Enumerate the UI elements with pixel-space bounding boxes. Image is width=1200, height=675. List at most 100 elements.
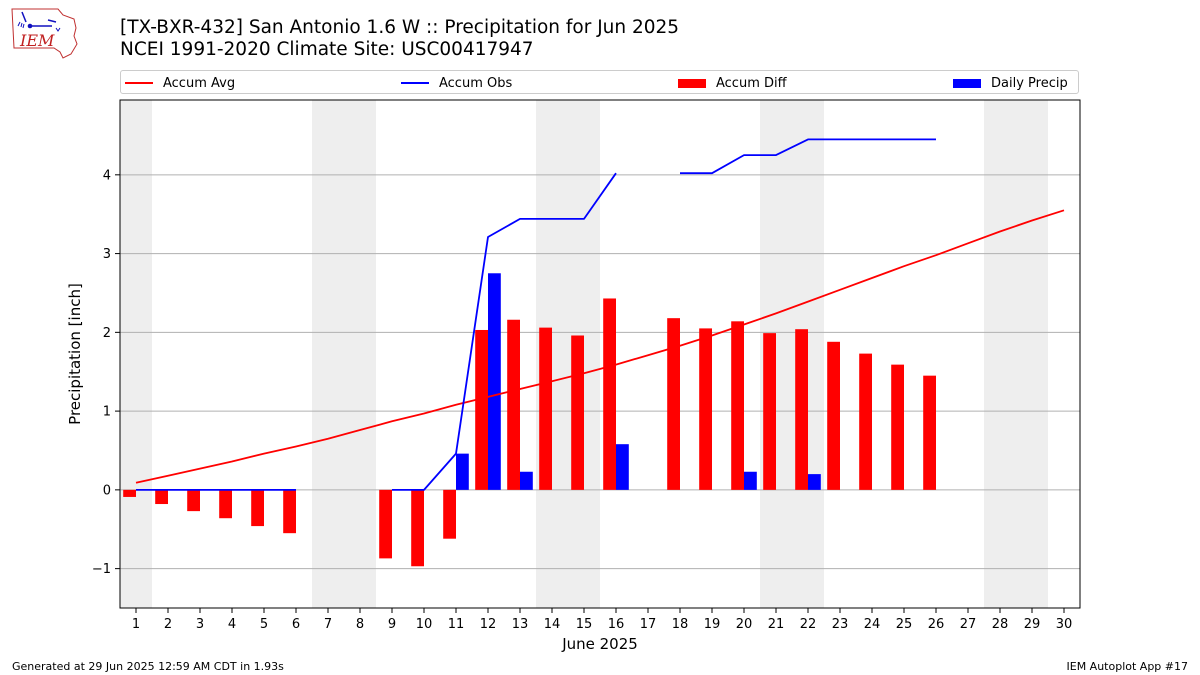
accum-diff-bar-day-22: [795, 329, 808, 490]
accum-diff-bar-day-25: [891, 364, 904, 490]
accum-diff-bar-day-15: [571, 335, 584, 490]
x-tick-label-day-13: 13: [512, 617, 529, 632]
legend-label-accum-obs: Accum Obs: [439, 75, 513, 91]
y-axis-label: Precipitation [inch]: [66, 283, 84, 425]
logo-text: IEM: [19, 31, 55, 50]
legend-label-daily-precip: Daily Precip: [991, 75, 1068, 91]
accum-diff-bar-day-9: [379, 489, 392, 559]
x-tick-label-day-27: 27: [960, 617, 977, 632]
x-tick-label-day-28: 28: [992, 617, 1009, 632]
accum-obs-line-segment-2: [392, 172, 617, 491]
x-tick-label-day-5: 5: [260, 617, 268, 632]
iem-logo: IEM: [11, 8, 78, 59]
daily-precip-bar-day-11: [456, 453, 469, 490]
x-axis-label: June 2025: [561, 635, 638, 653]
x-tick-label-day-2: 2: [164, 617, 172, 632]
daily-precip-bar-day-13: [520, 471, 533, 490]
y-tick-label-0: 0: [103, 483, 111, 498]
accum-diff-bar-day-14: [539, 327, 552, 490]
y-tick-label-2: 2: [103, 326, 111, 341]
daily-precip-bar-day-12: [488, 273, 501, 490]
legend-swatch-daily-precip: [953, 78, 981, 88]
y-tick-label--1: −1: [92, 562, 111, 577]
chart-title: [TX-BXR-432] San Antonio 1.6 W :: Precip…: [120, 17, 680, 38]
accum-diff-bar-day-10: [411, 489, 424, 567]
accum-diff-bar-day-2: [155, 489, 168, 505]
accum-diff-bar-day-13: [507, 319, 520, 490]
x-tick-label-day-15: 15: [576, 617, 593, 632]
accum-obs-line-segment-3: [680, 138, 936, 175]
accum-diff-bar-day-1: [123, 489, 136, 497]
footer-app-id: IEM Autoplot App #17: [1066, 660, 1189, 673]
x-tick-label-day-11: 11: [448, 617, 465, 632]
legend-swatch-accum-diff: [678, 78, 706, 88]
x-ticks: 1 2 3 4 5 6 7 8 9 10 11 12 13 14 15 16 17 18 19 20 21 22 23 24 2…: [132, 608, 1072, 632]
weekend-band-day-28: [984, 100, 1016, 608]
x-tick-label-day-25: 25: [896, 617, 913, 632]
x-tick-label-day-30: 30: [1056, 617, 1073, 632]
weekend-band-day-29: [1016, 100, 1048, 608]
x-tick-label-day-10: 10: [416, 617, 433, 632]
accum-diff-bar-day-26: [923, 375, 936, 490]
legend-swatch-accum-avg: [125, 82, 153, 84]
x-tick-label-day-12: 12: [480, 617, 497, 632]
accum-diff-bar-day-5: [251, 489, 264, 527]
x-tick-label-day-26: 26: [928, 617, 945, 632]
accum-diff-bar-day-19: [699, 328, 712, 490]
x-tick-label-day-14: 14: [544, 617, 561, 632]
x-tick-label-day-22: 22: [800, 617, 817, 632]
daily-precip-bar-day-22: [808, 474, 821, 490]
legend-item-accum-diff: Accum Diff: [678, 71, 787, 95]
plot-frame: [119, 99, 1081, 609]
legend-label-accum-avg: Accum Avg: [163, 75, 236, 91]
x-tick-label-day-4: 4: [228, 617, 236, 632]
weekend-band-day-7: [312, 100, 344, 608]
weekend-shading: [120, 100, 1048, 608]
line-series: [135, 138, 1065, 491]
x-tick-label-day-24: 24: [864, 617, 881, 632]
x-tick-label-day-1: 1: [132, 617, 140, 632]
x-tick-label-day-7: 7: [324, 617, 332, 632]
accum-diff-bar-day-16: [603, 298, 616, 490]
footer-generated-note: Generated at 29 Jun 2025 12:59 AM CDT in…: [12, 660, 284, 673]
accum-avg-line-segment-1: [135, 209, 1065, 484]
y-tick-label-3: 3: [103, 247, 111, 262]
legend-item-accum-avg: Accum Avg: [125, 71, 235, 95]
weekend-band-day-1: [120, 100, 152, 608]
legend-swatch-accum-obs: [401, 82, 429, 84]
x-tick-label-day-20: 20: [736, 617, 753, 632]
accum-diff-bar-day-4: [219, 489, 232, 519]
accum-diff-bar-day-3: [187, 489, 200, 512]
legend-item-accum-obs: Accum Obs: [401, 71, 512, 95]
daily-precip-bar-day-20: [744, 471, 757, 490]
daily-precip-bar-day-16: [616, 444, 629, 490]
chart-subtitle: NCEI 1991-2020 Climate Site: USC00417947: [120, 39, 534, 60]
weekend-band-day-8: [344, 100, 376, 608]
accum-diff-bar-day-11: [443, 489, 456, 539]
legend-item-daily-precip: Daily Precip: [953, 71, 1068, 95]
x-tick-label-day-18: 18: [672, 617, 689, 632]
accum-diff-bar-day-20: [731, 321, 744, 490]
legend-label-accum-diff: Accum Diff: [716, 75, 787, 91]
x-tick-label-day-19: 19: [704, 617, 721, 632]
accum-diff-bar-day-18: [667, 318, 680, 490]
y-tick-label-4: 4: [103, 168, 111, 183]
x-tick-label-day-17: 17: [640, 617, 657, 632]
accum-diff-bar-day-24: [859, 353, 872, 490]
accum-diff-bar-day-21: [763, 333, 776, 490]
x-tick-label-day-9: 9: [388, 617, 396, 632]
accum-diff-bar-day-23: [827, 341, 840, 490]
x-tick-label-day-6: 6: [292, 617, 300, 632]
accum-diff-bar-day-6: [283, 489, 296, 534]
x-tick-label-day-16: 16: [608, 617, 625, 632]
x-tick-label-day-23: 23: [832, 617, 849, 632]
bar-series: [123, 273, 936, 567]
y-ticks: −1 0 1 2 3 4: [92, 168, 120, 577]
chart-legend: Accum Avg Accum Obs Accum Diff Daily Pre…: [120, 70, 1079, 94]
x-tick-label-day-29: 29: [1024, 617, 1041, 632]
accum-diff-bar-day-12: [475, 329, 488, 490]
y-gridlines: [120, 174, 1080, 570]
y-tick-label-1: 1: [103, 405, 111, 420]
x-tick-label-day-21: 21: [768, 617, 785, 632]
